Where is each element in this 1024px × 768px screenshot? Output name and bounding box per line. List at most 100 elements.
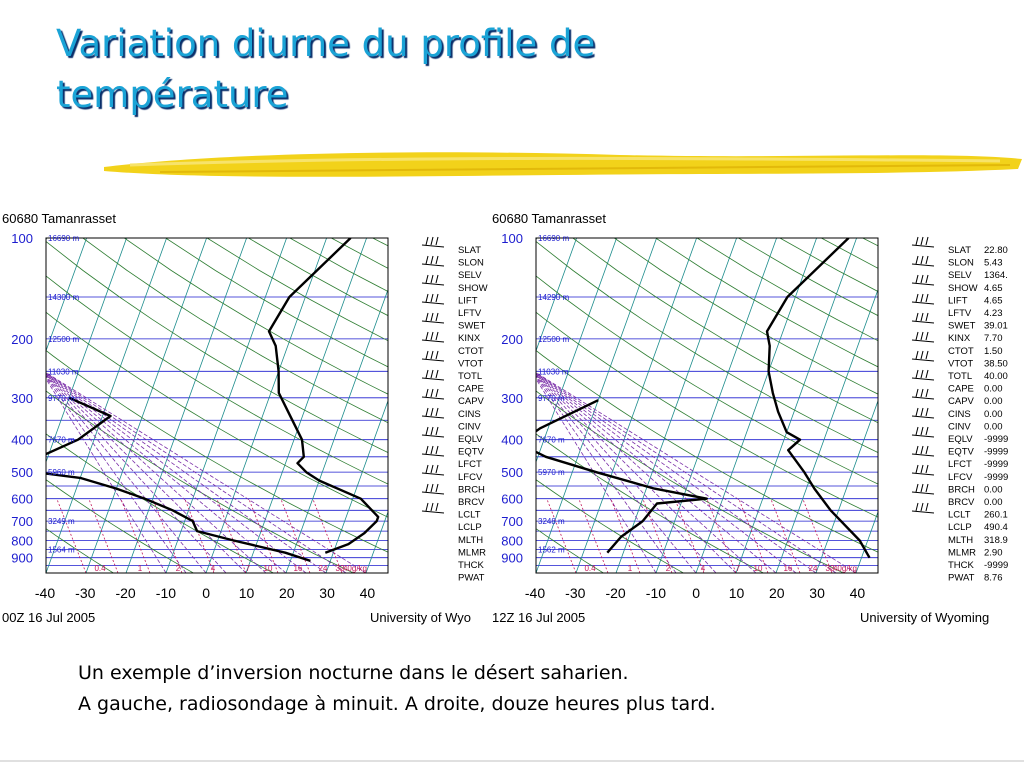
mixing-ratio-line — [642, 498, 673, 573]
wind-barb-staff — [421, 320, 445, 324]
wind-barb-flag — [925, 331, 929, 341]
mixing-ratio-label: 10 — [754, 564, 763, 573]
dry-adiabat-line — [82, 238, 388, 424]
wind-barb-flag — [925, 426, 929, 436]
stat-name: THCK — [458, 560, 485, 571]
mixing-ratio-line — [546, 498, 577, 573]
stat-name: SELV — [458, 270, 482, 281]
caption-line-2: A gauche, radiosondage à minuit. A droit… — [78, 693, 716, 715]
dry-adiabat-line — [46, 275, 388, 485]
wind-barb-flag — [435, 255, 439, 265]
moist-adiabat-line — [536, 372, 837, 573]
brush-stroke-main — [104, 152, 1022, 177]
isotherm-line — [815, 399, 878, 573]
stat-name: MLTH — [948, 535, 973, 546]
height-label: 16690 m — [538, 234, 569, 243]
x-tick-label: -30 — [565, 585, 585, 601]
x-tick-label: 40 — [850, 585, 866, 601]
mixing-ratio-line — [610, 498, 641, 573]
mixing-ratio-line — [184, 498, 215, 573]
x-tick-label: -30 — [75, 585, 95, 601]
mixing-ratio-line — [216, 498, 247, 573]
wind-barb-flag — [925, 274, 929, 284]
stat-value: -9999 — [984, 434, 1008, 445]
wind-barb-flag — [425, 407, 429, 417]
wind-barb-flag — [435, 502, 439, 512]
isotherm-line — [575, 238, 697, 573]
height-label: 14290 m — [538, 293, 569, 302]
wind-barb-flag — [920, 255, 924, 265]
wind-barb-flag — [430, 388, 434, 398]
wind-barb-staff — [421, 434, 445, 438]
isotherm-line — [615, 238, 737, 573]
wind-barb-flag — [925, 445, 929, 455]
brush-stroke-streak-2 — [159, 164, 1011, 173]
isotherm-line — [325, 399, 388, 573]
height-label: 11030 m — [48, 367, 79, 376]
plot-area — [46, 238, 388, 573]
mixing-ratio-line — [706, 498, 737, 573]
dry-adiabat-line — [46, 479, 194, 573]
wind-barb-flag — [915, 255, 919, 265]
isotherm-line — [205, 238, 327, 573]
dry-adiabat-line — [536, 433, 764, 573]
wind-barb-staff — [911, 491, 935, 495]
mixing-ratio-line — [738, 498, 769, 573]
isotherm-line — [775, 288, 878, 573]
stat-value: 39.01 — [984, 321, 1008, 332]
wind-barb-flag — [920, 312, 924, 322]
plot-frame — [45, 237, 389, 574]
x-tick-label: 10 — [729, 585, 745, 601]
stat-name: BRCV — [948, 497, 975, 508]
mixing-ratio-label: 40g/kg — [343, 564, 367, 573]
height-label: 9770 m — [538, 394, 565, 403]
stat-value: 0.00 — [984, 384, 1003, 395]
stat-name: MLMR — [948, 547, 976, 558]
wind-barb-flag — [915, 502, 919, 512]
stat-name: THCK — [948, 560, 975, 571]
moist-adiabat-line — [46, 372, 327, 573]
wind-barb-staff — [911, 244, 935, 248]
wind-barb-flag — [430, 369, 434, 379]
wind-barb-flag — [435, 331, 439, 341]
moist-adiabat-line — [46, 373, 267, 573]
mixing-ratio-label: 32 — [336, 564, 345, 573]
stat-value: 318.9 — [984, 535, 1008, 546]
wind-barb-staff — [911, 377, 935, 381]
stat-value: 0.00 — [984, 396, 1003, 407]
stat-name: LFTV — [458, 308, 482, 319]
station-title: 60680 Tamanrasset — [492, 211, 606, 226]
height-label: 12500 m — [538, 335, 569, 344]
stat-name: LIFT — [458, 295, 478, 306]
wind-barb-staff — [911, 415, 935, 419]
mixing-ratio-line — [578, 498, 609, 573]
mixing-ratio-label: 7 — [736, 564, 741, 573]
pressure-label: 400 — [11, 433, 33, 448]
stat-value: 38.50 — [984, 358, 1008, 369]
pressure-label: 100 — [501, 231, 523, 246]
moist-adiabat-line — [536, 378, 657, 573]
wind-barb-flag — [430, 502, 434, 512]
isotherm-line — [655, 238, 777, 573]
wind-barb-staff — [421, 282, 445, 286]
wind-barb-flag — [915, 274, 919, 284]
wind-barb-flag — [920, 388, 924, 398]
x-tick-label: 10 — [239, 585, 255, 601]
wind-barb-flag — [430, 445, 434, 455]
wind-barb-staff — [421, 263, 445, 267]
moist-adiabat-line — [46, 373, 287, 573]
moist-adiabat-line — [46, 374, 227, 573]
stat-value: 4.23 — [984, 308, 1003, 319]
wind-barb-flag — [915, 350, 919, 360]
wind-barb-flag — [430, 293, 434, 303]
wind-barb-staff — [421, 396, 445, 400]
mixing-ratio-label: 16 — [784, 564, 793, 573]
wind-barb-flag — [435, 369, 439, 379]
wind-barb-flag — [920, 350, 924, 360]
pressure-label: 800 — [11, 534, 33, 549]
moist-adiabat-line — [536, 372, 857, 573]
wind-barb-flag — [925, 369, 929, 379]
yellow-brush-stroke — [104, 152, 1022, 177]
moist-adiabat-line — [46, 375, 207, 573]
stat-name: LFTV — [948, 308, 972, 319]
